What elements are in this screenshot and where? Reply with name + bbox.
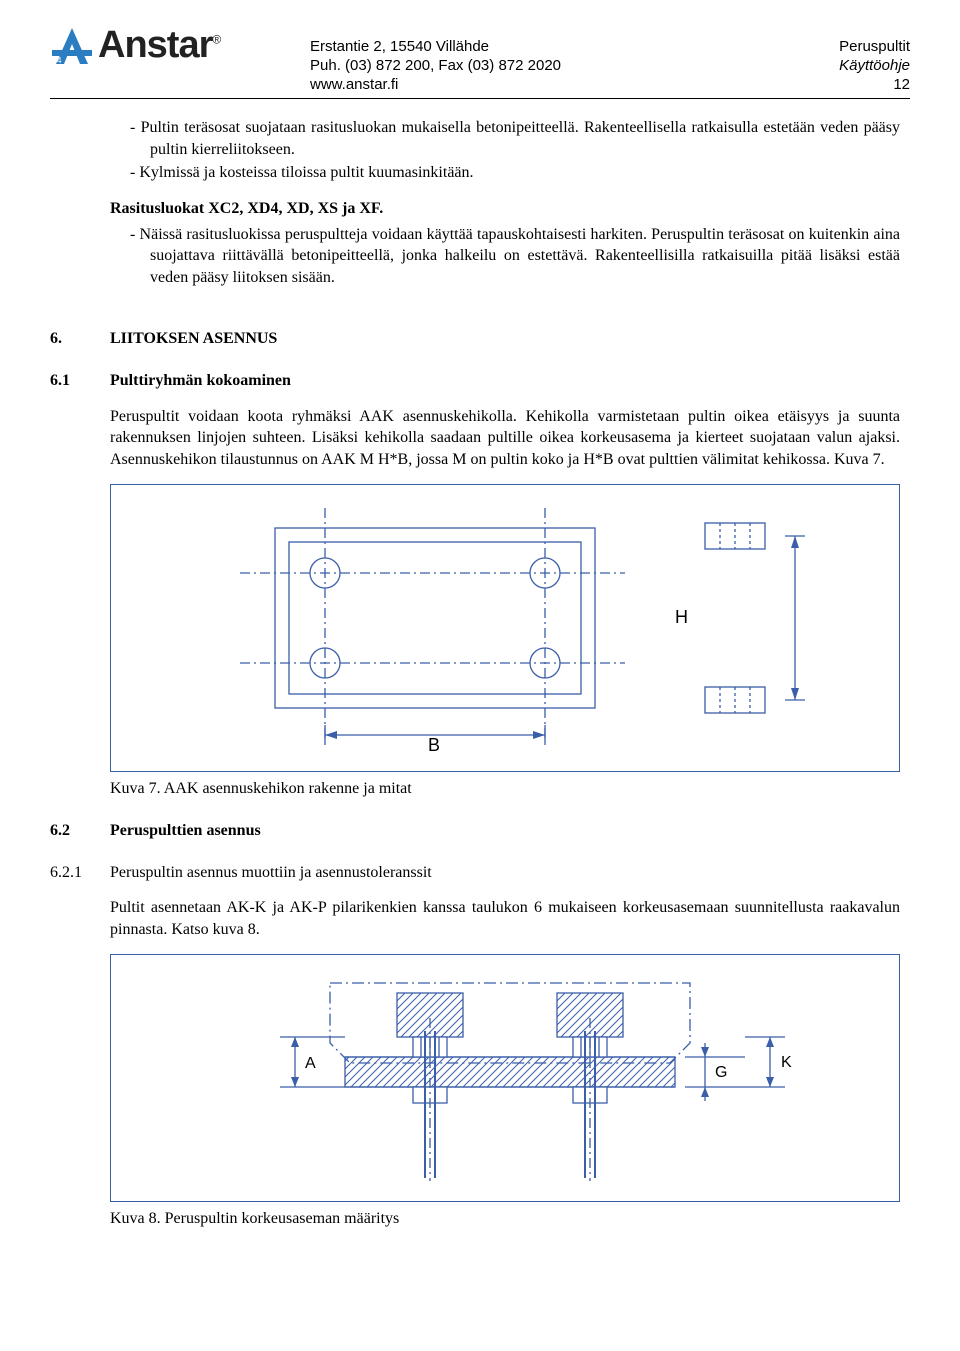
logo: 4 Anstar® xyxy=(50,20,300,71)
header-info: Erstantie 2, 15540 Villähde Puh. (03) 87… xyxy=(310,20,910,94)
list-item: Kylmissä ja kosteissa tiloissa pultit ku… xyxy=(130,162,900,184)
intro-block: Pultin teräsosat suojataan rasitusluokan… xyxy=(110,117,900,288)
subsubsection-heading: 6.2.1 Peruspultin asennus muottiin ja as… xyxy=(50,862,910,884)
figure-8-svg: A G K xyxy=(145,973,865,1183)
svg-text:4: 4 xyxy=(57,56,62,65)
figure-caption: Kuva 7. AAK asennuskehikon rakenne ja mi… xyxy=(110,778,900,800)
list-item: Näissä rasitusluokissa peruspultteja voi… xyxy=(130,224,900,289)
body-paragraph: Peruspultit voidaan koota ryhmäksi AAK a… xyxy=(110,406,900,471)
body-block: Peruspultit voidaan koota ryhmäksi AAK a… xyxy=(110,406,900,800)
section-title: Peruspultin asennus muottiin ja asennust… xyxy=(110,862,432,884)
body-paragraph: Pultit asennetaan AK-K ja AK-P pilariken… xyxy=(110,897,900,940)
doc-meta: Peruspultit Käyttöohje 12 xyxy=(839,38,910,94)
figure-8: A G K xyxy=(110,954,900,1202)
dim-label-a: A xyxy=(305,1055,316,1072)
list-item: Pultin teräsosat suojataan rasitusluokan… xyxy=(130,117,900,160)
section-title: Pulttiryhmän kokoaminen xyxy=(110,370,291,392)
section-number: 6.2 xyxy=(50,820,110,842)
section-heading: 6. LIITOKSEN ASENNUS xyxy=(50,328,910,350)
page-header: 4 Anstar® Erstantie 2, 15540 Villähde Pu… xyxy=(50,20,910,94)
dim-label-b: B xyxy=(428,735,440,753)
address-line: www.anstar.fi xyxy=(310,76,561,95)
rasit-heading: Rasitusluokat XC2, XD4, XD, XS ja XF. xyxy=(110,198,900,220)
body-block: Pultit asennetaan AK-K ja AK-P pilariken… xyxy=(110,897,900,1230)
section-number: 6.2.1 xyxy=(50,862,110,884)
bullet-list: Näissä rasitusluokissa peruspultteja voi… xyxy=(110,224,900,289)
doc-subtitle: Käyttöohje xyxy=(839,57,910,76)
brand-name: Anstar® xyxy=(98,20,220,71)
dim-label-k: K xyxy=(781,1054,792,1071)
dim-label-h: H xyxy=(675,607,688,627)
address-line: Puh. (03) 872 200, Fax (03) 872 2020 xyxy=(310,57,561,76)
page-number: 12 xyxy=(839,76,910,95)
subsection-heading: 6.1 Pulttiryhmän kokoaminen xyxy=(50,370,910,392)
anstar-logo-icon: 4 xyxy=(50,24,94,68)
section-number: 6.1 xyxy=(50,370,110,392)
section-title: LIITOKSEN ASENNUS xyxy=(110,328,277,350)
company-address: Erstantie 2, 15540 Villähde Puh. (03) 87… xyxy=(310,38,561,94)
bullet-list: Pultin teräsosat suojataan rasitusluokan… xyxy=(110,117,900,184)
figure-7: H B xyxy=(110,484,900,772)
header-rule xyxy=(50,98,910,99)
address-line: Erstantie 2, 15540 Villähde xyxy=(310,38,561,57)
figure-7-svg: H B xyxy=(145,503,865,753)
doc-title: Peruspultit xyxy=(839,38,910,57)
subsection-heading: 6.2 Peruspulttien asennus xyxy=(50,820,910,842)
section-title: Peruspulttien asennus xyxy=(110,820,261,842)
figure-caption: Kuva 8. Peruspultin korkeusaseman määrit… xyxy=(110,1208,900,1230)
dim-label-g: G xyxy=(715,1064,727,1081)
section-number: 6. xyxy=(50,328,110,350)
